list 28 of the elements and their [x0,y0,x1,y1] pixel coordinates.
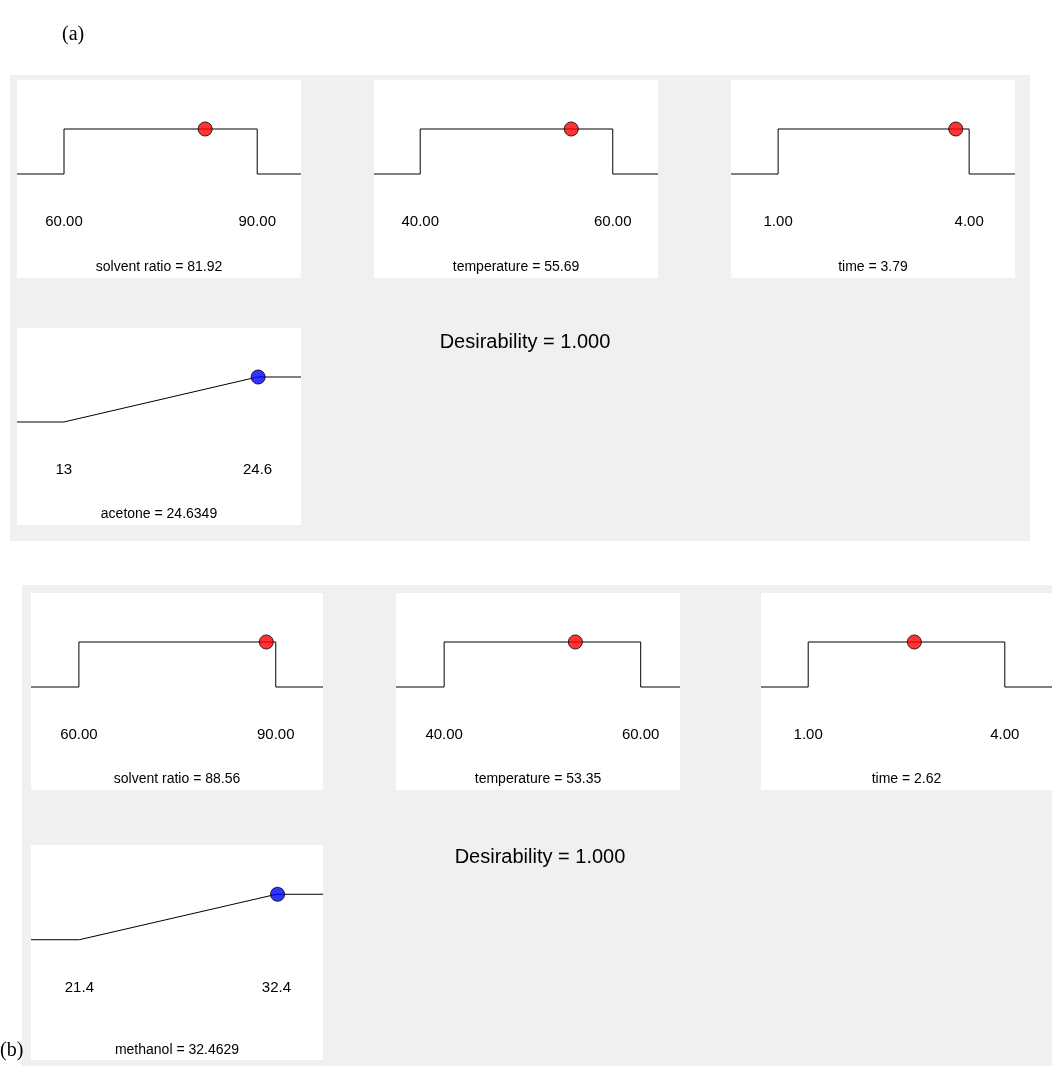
x-tick-label: 90.00 [238,212,276,229]
x-axis-title: time = 3.79 [838,258,909,274]
x-axis-title: solvent ratio = 81.92 [95,258,223,274]
x-axis-title: methanol = 32.4629 [114,1041,240,1057]
x-axis-title: time = 2.62 [871,770,942,786]
x-tick-label: 1.00 [793,725,823,742]
x-tick-label: 60.00 [60,725,98,742]
x-axis-title: temperature = 53.35 [474,770,602,786]
x-tick-label: 32.4 [261,978,292,995]
x-tick-label: 4.00 [954,212,984,229]
x-tick-label: 4.00 [990,725,1020,742]
x-tick-label: 40.00 [425,725,463,742]
text: (b) [0,1038,24,1061]
x-tick-label: 60.00 [621,725,660,742]
text: (a) [62,22,85,45]
x-tick-label: 60.00 [593,212,632,229]
x-tick-label: 24.6 [242,460,273,477]
x-tick-label: 60.00 [45,212,83,229]
x-axis-title: acetone = 24.6349 [100,505,218,521]
text: Desirability = 1.000 [439,330,611,353]
x-tick-label: 90.00 [256,725,295,742]
x-tick-label: 21.4 [64,978,94,995]
text: Desirability = 1.000 [454,845,626,868]
x-axis-title: temperature = 55.69 [452,258,580,274]
x-tick-label: 13 [55,460,73,477]
x-axis-title: solvent ratio = 88.56 [113,770,241,786]
x-tick-label: 1.00 [763,212,793,229]
x-tick-label: 40.00 [401,212,439,229]
